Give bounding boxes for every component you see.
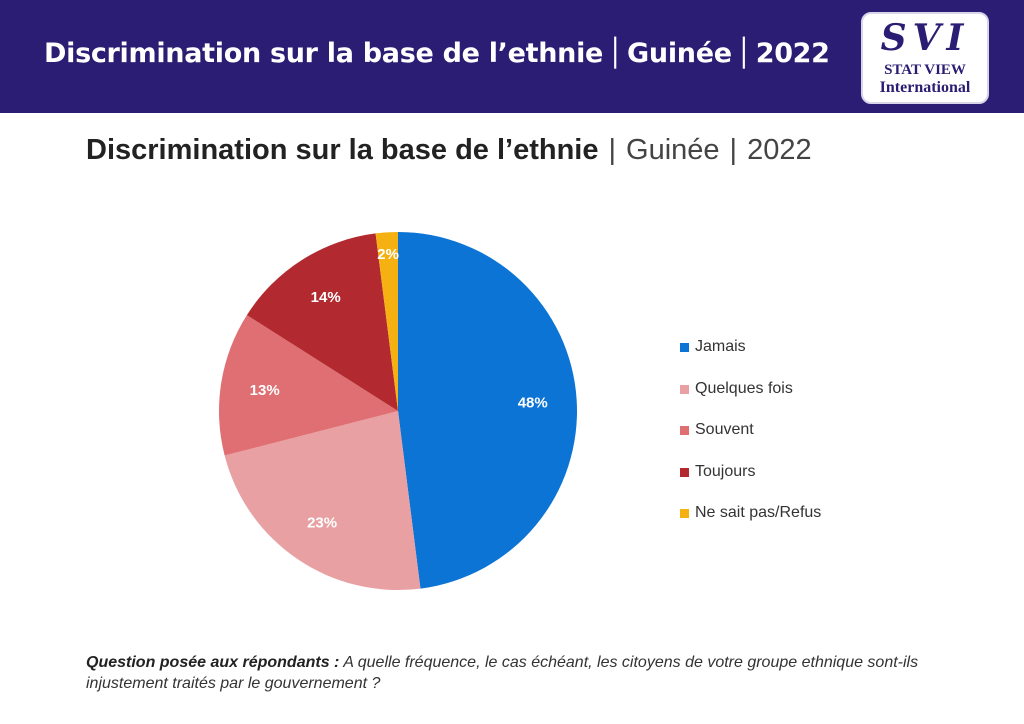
pie-data-label: 14% [311, 289, 341, 306]
title-separator: | [729, 134, 738, 166]
pie-data-label: 13% [250, 382, 280, 399]
legend-label: Jamais [695, 338, 746, 355]
banner-separator: │ [607, 38, 624, 69]
header-banner: Discrimination sur la base de l’ethnie │ G… [0, 0, 1024, 113]
pie-data-label: 48% [518, 395, 548, 412]
banner-title-text: Discrimination sur la base de l’ethnie [44, 38, 604, 69]
legend-item: Jamais [680, 338, 821, 380]
chart-title-year: 2022 [747, 134, 812, 166]
legend-swatch [680, 343, 689, 352]
banner-separator: │ [735, 38, 752, 69]
legend-swatch [680, 467, 689, 477]
legend-item: Ne sait pas/Refus [680, 504, 821, 546]
legend-item: Souvent [680, 421, 821, 463]
title-separator: | [608, 134, 617, 166]
legend-swatch [680, 426, 689, 435]
logo-line1: STAT VIEW [884, 62, 966, 78]
chart-title-country: Guinée [626, 134, 720, 166]
banner-title: Discrimination sur la base de l’ethnie │ G… [44, 38, 830, 69]
logo-line2: International [879, 79, 971, 96]
chart-title: Discrimination sur la base de l’ethnie | G… [86, 134, 812, 167]
question-text: A quelle fréquence, le cas échéant, les … [86, 654, 919, 692]
legend-label: Souvent [695, 421, 754, 438]
pie-slice-2 [218, 315, 398, 456]
banner-year: 2022 [755, 38, 830, 69]
pie-slice-1 [224, 411, 421, 591]
pie-data-label: 23% [307, 515, 337, 532]
survey-question: Question posée aux répondants : A quelle… [86, 652, 946, 694]
legend-swatch [680, 509, 689, 518]
legend-label: Ne sait pas/Refus [695, 504, 822, 521]
legend-label: Quelques fois [695, 379, 793, 397]
chart-title-main: Discrimination sur la base de l’ethnie [86, 134, 599, 166]
question-lead: Question posée aux répondants : [86, 654, 340, 671]
pie-slice-4 [375, 232, 398, 411]
pie-data-label: 2% [377, 246, 399, 263]
legend-label: Toujours [695, 462, 756, 480]
legend-swatch [680, 384, 689, 394]
logo-mark: SVI [880, 17, 970, 59]
legend-item: Toujours [680, 463, 821, 505]
legend-item: Quelques fois [680, 380, 821, 422]
svi-logo: SVI STAT VIEW International [861, 12, 989, 104]
pie-slice-3 [246, 233, 398, 411]
chart-legend: Jamais Quelques fois Souvent Toujours Ne sai… [680, 338, 821, 546]
banner-country: Guinée [627, 38, 732, 69]
pie-slice-0 [398, 232, 578, 589]
